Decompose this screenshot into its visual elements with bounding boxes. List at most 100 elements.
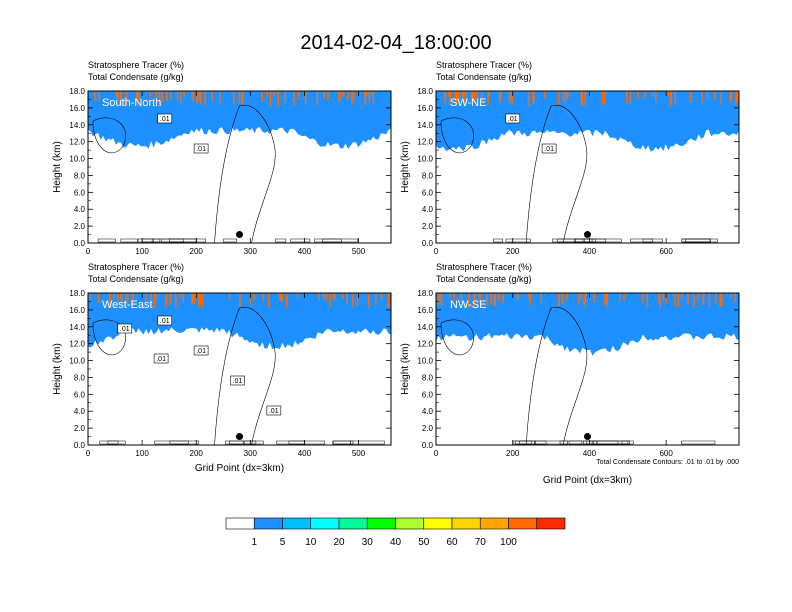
- condensate-contour: [290, 238, 311, 243]
- tracer-field: .01 .01: [88, 91, 391, 243]
- condensate-contour: [97, 238, 116, 243]
- y-axis-label: Height (km): [400, 141, 411, 193]
- condensate-contour: [534, 440, 568, 445]
- panel-title: Stratosphere Tracer (%): [88, 60, 184, 70]
- condensate-contour: [642, 238, 654, 243]
- y-tick-label: 12.0: [417, 138, 433, 147]
- y-tick-label: 14.0: [69, 323, 85, 332]
- y-tick-label: 8.0: [422, 373, 434, 382]
- panel-title: Stratosphere Tracer (%): [436, 262, 532, 272]
- x-tick-label: 300: [244, 247, 258, 256]
- figure-title: 2014-02-04_18:00:00: [300, 32, 492, 54]
- condensate-contour: [681, 440, 716, 445]
- y-tick-label: 4.0: [422, 205, 434, 214]
- location-marker: [236, 231, 243, 239]
- panel-title: Stratosphere Tracer (%): [88, 262, 184, 272]
- x-tick-label: 400: [583, 247, 597, 256]
- condensate-contour: [574, 238, 607, 243]
- condensate-contour: [274, 238, 287, 243]
- y-axis-label: Height (km): [52, 141, 63, 193]
- colorbar-swatch: [395, 517, 425, 530]
- y-axis-label: Height (km): [400, 343, 411, 395]
- condensate-contour: [552, 238, 584, 243]
- condensate-contour: [332, 440, 351, 445]
- contour-label-box: [230, 375, 245, 386]
- colorbar-swatch: [253, 517, 283, 530]
- contour-label-box: [117, 323, 133, 334]
- colorbar-label: 60: [446, 537, 458, 548]
- y-tick-label: 8.0: [422, 171, 434, 180]
- y-tick-label: 0.0: [74, 441, 86, 450]
- x-tick-label: 300: [244, 449, 258, 458]
- condensate-contour: [559, 440, 594, 445]
- contour-label: .01: [544, 146, 554, 153]
- contour-label: .01: [156, 356, 166, 363]
- panel-subtitle: Total Condensate (g/kg): [436, 274, 532, 284]
- contour-label: .01: [233, 378, 243, 385]
- contour-label-box: [193, 143, 209, 154]
- colorbar-label: 50: [418, 537, 430, 548]
- y-tick-label: 18.0: [417, 289, 433, 298]
- condensate-contour: [514, 440, 532, 445]
- panel-region-label: NW-SE: [450, 299, 486, 311]
- colorbar-swatch: [479, 517, 509, 530]
- chart-panel-west-east: .01 .01 .01 .01 .01 .01 West-East 0.0 2.0 4.0 6.0 8…: [52, 262, 392, 474]
- x-tick-label: 600: [659, 449, 673, 458]
- y-tick-label: 14.0: [417, 323, 433, 332]
- location-marker: [584, 231, 591, 239]
- condensate-contour: [493, 238, 504, 243]
- panel-subtitle: Total Condensate (g/kg): [436, 72, 532, 82]
- colorbar-swatch: [423, 517, 453, 530]
- contour-label: .01: [160, 116, 170, 123]
- condensate-contour: [681, 238, 718, 243]
- x-tick-label: 200: [190, 449, 204, 458]
- condensate-contour: [161, 238, 197, 243]
- y-tick-label: 14.0: [417, 121, 433, 130]
- x-tick-label: 0: [434, 449, 439, 458]
- condensate-contour: [169, 238, 206, 243]
- y-tick-label: 16.0: [69, 306, 85, 315]
- colorbar-swatch: [310, 517, 340, 530]
- contour-label: .01: [160, 318, 170, 325]
- colorbar-label: 40: [390, 537, 402, 548]
- chart-panel-sw-ne: .01 .01 SW-NE 0.0 2.0 4.0 6.0 8.0 10.0 12.0 14.0 16…: [400, 60, 740, 256]
- colorbar-swatch: [282, 517, 312, 530]
- panel-subtitle: Total Condensate (g/kg): [88, 274, 184, 284]
- colorbar-swatch: [536, 517, 566, 530]
- condensate-contour: [681, 238, 711, 243]
- chart-panel-south-north: .01 .01 South-North 0.0 2.0 4.0 6.0 8.0 10.0 12.0…: [52, 60, 392, 256]
- condensate-contour: [685, 238, 711, 243]
- x-axis-label: Grid Point (dx=3km): [543, 475, 632, 486]
- condensate-contour: [584, 238, 622, 243]
- y-tick-label: 6.0: [74, 390, 86, 399]
- condensate-contour: [350, 440, 385, 445]
- condensate-contour: [525, 104, 588, 243]
- condensate-contour: [333, 440, 354, 445]
- condensate-contour: [154, 440, 189, 445]
- panel-region-label: West-East: [102, 299, 153, 311]
- y-axis-label: Height (km): [52, 343, 63, 395]
- condensate-contour: [288, 440, 326, 445]
- condensate-contour: [630, 238, 663, 243]
- colorbar-swatch: [366, 517, 396, 530]
- y-tick-label: 8.0: [74, 171, 86, 180]
- contour-label-box: [157, 113, 173, 124]
- panel-subtitle: Total Condensate (g/kg): [88, 72, 184, 82]
- y-tick-label: 4.0: [74, 205, 86, 214]
- condensate-contour: [142, 238, 154, 243]
- y-tick-label: 12.0: [69, 340, 85, 349]
- y-tick-label: 8.0: [74, 373, 86, 382]
- condensate-contour: [151, 238, 184, 243]
- contour-label: .01: [196, 146, 206, 153]
- contour-label-box: [541, 143, 557, 154]
- condensate-contour: [519, 440, 536, 445]
- x-tick-label: 400: [298, 247, 312, 256]
- condensate-contour: [169, 440, 200, 445]
- condensate-contour: [557, 238, 596, 243]
- y-tick-label: 2.0: [74, 424, 86, 433]
- y-tick-label: 0.0: [422, 441, 434, 450]
- contour-label-box: [153, 353, 169, 364]
- condensate-contour: [276, 440, 305, 445]
- y-tick-label: 18.0: [69, 87, 85, 96]
